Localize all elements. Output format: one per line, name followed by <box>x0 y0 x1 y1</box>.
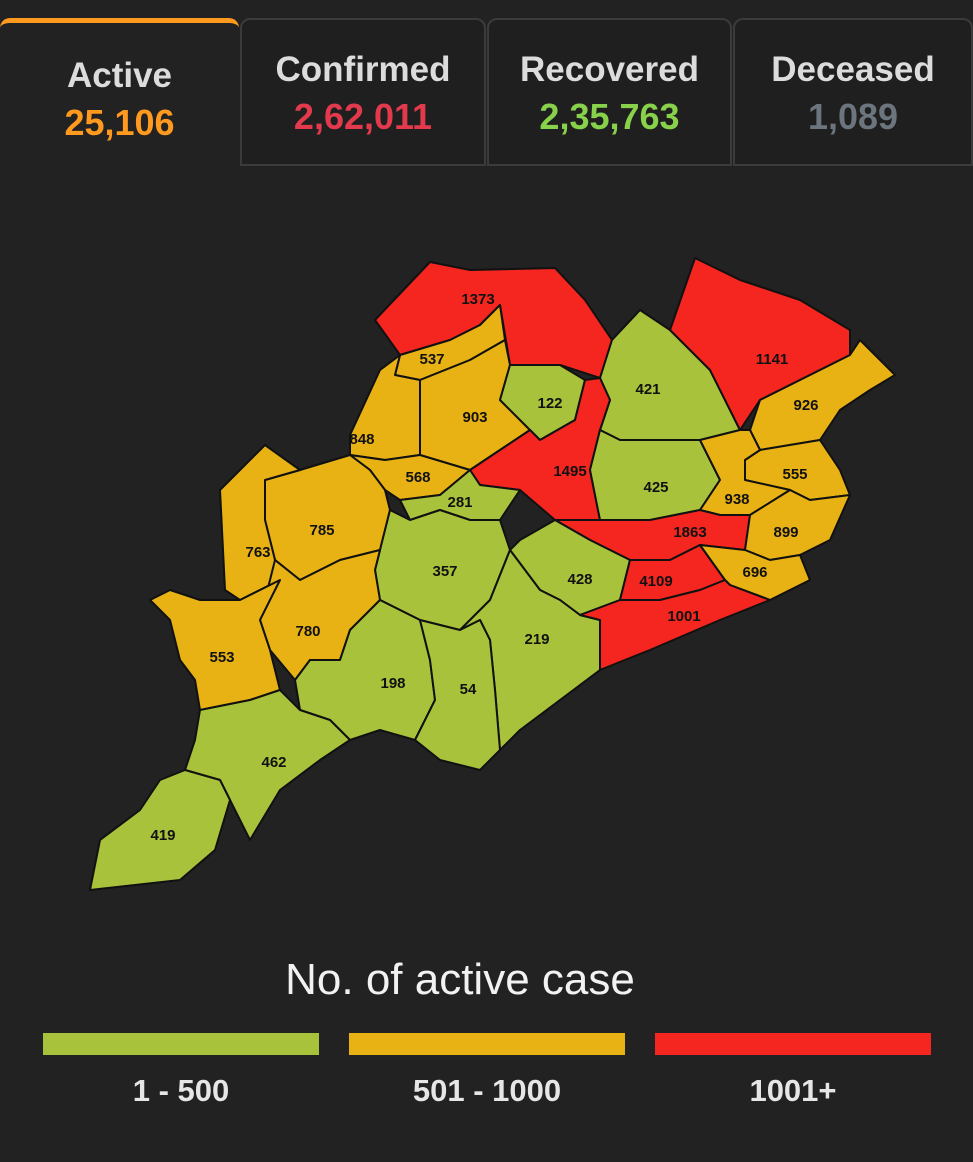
district-label: 899 <box>773 524 798 541</box>
tab-value: 2,62,011 <box>293 96 433 137</box>
tab-label: Confirmed <box>275 50 451 89</box>
legend-swatch <box>43 1033 319 1055</box>
legend-label: 1 - 500 <box>132 1073 230 1108</box>
district-label: 281 <box>447 494 472 511</box>
district-label: 1373 <box>461 291 494 308</box>
tab-label: Deceased <box>771 50 935 89</box>
legend-label: 501 - 1000 <box>412 1073 562 1108</box>
tab-value: 1,089 <box>807 96 899 137</box>
district-label: 848 <box>349 431 374 448</box>
tab-label: Recovered <box>520 50 699 89</box>
district-label: 462 <box>261 754 286 771</box>
district <box>579 579 771 671</box>
district-label: 54 <box>460 681 477 698</box>
district-label: 219 <box>524 631 549 648</box>
legend-swatch <box>655 1033 931 1055</box>
legend-swatch <box>349 1033 625 1055</box>
district-label: 357 <box>432 563 457 580</box>
district <box>219 444 301 601</box>
tab-value: 2,35,763 <box>539 96 680 137</box>
district-label: 428 <box>567 571 592 588</box>
district <box>469 377 611 521</box>
district <box>149 579 281 711</box>
tab[interactable]: Deceased 1,089 <box>733 18 973 166</box>
tab-value: 25,106 <box>64 102 175 143</box>
district-label: 1863 <box>673 524 706 541</box>
district-label: 421 <box>635 381 660 398</box>
district <box>589 429 721 521</box>
district <box>89 769 231 891</box>
district-label: 419 <box>150 827 175 844</box>
tab[interactable]: Recovered 2,35,763 <box>487 18 732 166</box>
district-label: 553 <box>209 649 234 666</box>
district-map: 1373 537 903 122 421 1141 926 848 568 1495 425 555 9… <box>89 257 896 891</box>
district-label: 198 <box>380 675 405 692</box>
tab-bar: Active 25,106 Confirmed 2,62,011 Recovered 2,… <box>0 18 973 168</box>
district <box>699 429 791 516</box>
district-label: 122 <box>537 395 562 412</box>
district-label: 537 <box>419 351 444 368</box>
district-label: 4109 <box>639 573 672 590</box>
district-label: 785 <box>309 522 334 539</box>
district-label: 903 <box>462 409 487 426</box>
district-label: 780 <box>295 623 320 640</box>
district-label: 763 <box>245 544 270 561</box>
tab-label: Active <box>66 56 173 95</box>
district-label: 425 <box>643 479 668 496</box>
tab[interactable]: Confirmed 2,62,011 <box>240 18 486 166</box>
district-label: 555 <box>782 466 807 483</box>
legend-label: 1001+ <box>749 1073 837 1108</box>
district-label: 1001 <box>667 608 700 625</box>
district <box>414 619 501 771</box>
district-label: 1141 <box>756 351 789 368</box>
district-label: 696 <box>742 564 767 581</box>
district-label: 926 <box>793 397 818 414</box>
district-label: 1495 <box>553 463 586 480</box>
tab[interactable]: Active 25,106 <box>0 18 239 166</box>
district-label: 938 <box>724 491 749 508</box>
legend-title: No. of active case <box>285 955 635 1004</box>
district-label: 568 <box>405 469 430 486</box>
